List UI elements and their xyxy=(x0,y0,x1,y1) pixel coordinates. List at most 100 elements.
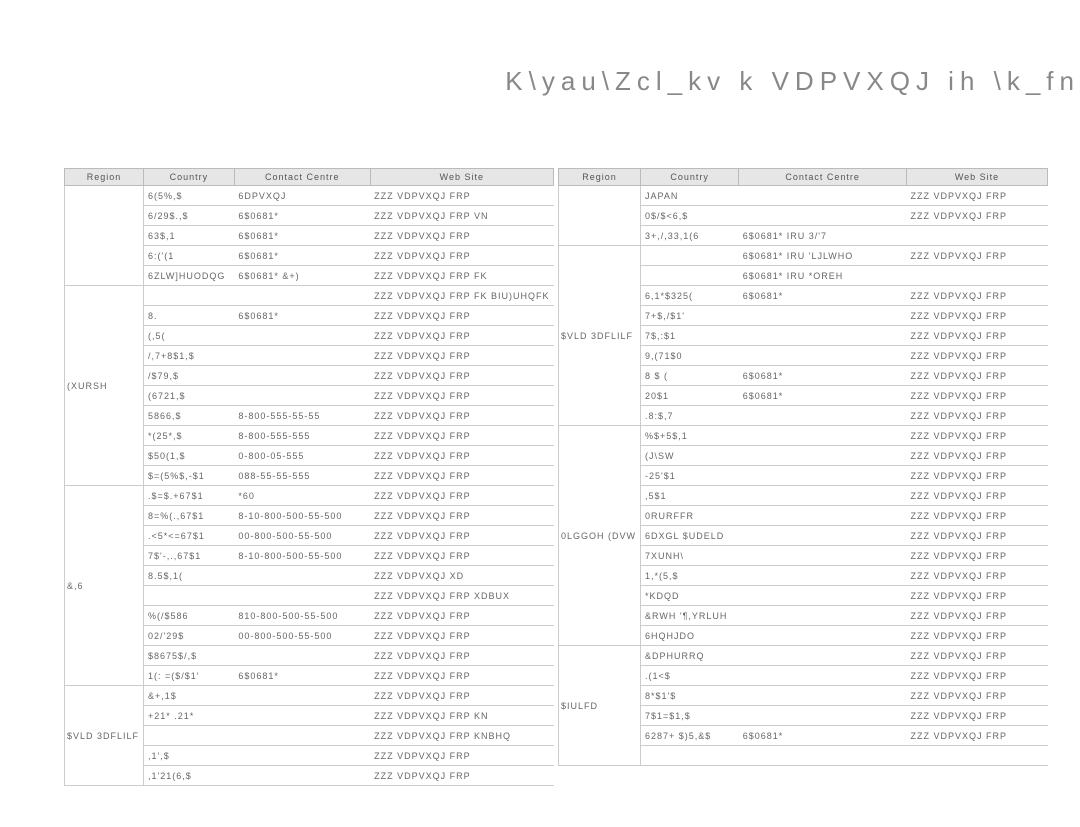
country-cell: 63$,1 xyxy=(144,226,235,246)
contact-cell: 6$0681* xyxy=(739,726,907,746)
region-cell: $VLD 3DFLILF xyxy=(65,686,144,786)
contact-cell: 6$0681* xyxy=(234,666,370,686)
contact-cell: 810-800-500-55-500 xyxy=(234,606,370,626)
web-cell: ZZZ VDPVXQJ FRP xyxy=(907,706,1048,726)
web-cell: ZZZ VDPVXQJ FRP xyxy=(907,446,1048,466)
web-cell: ZZZ VDPVXQJ FRP xyxy=(907,586,1048,606)
contact-cell xyxy=(739,526,907,546)
country-cell: ,1',$ xyxy=(144,746,235,766)
region-cell: $VLD 3DFLILF xyxy=(559,246,641,426)
th-web: Web Site xyxy=(907,169,1048,186)
contact-cell xyxy=(739,566,907,586)
country-cell: 5866,$ xyxy=(144,406,235,426)
contact-cell xyxy=(234,346,370,366)
contact-cell: 6$0681* xyxy=(234,246,370,266)
country-cell: 02/'29$ xyxy=(144,626,235,646)
country-cell: 8 $ ( xyxy=(641,366,739,386)
web-cell: ZZZ VDPVXQJ FRP xyxy=(370,226,553,246)
contact-cell: 6$0681* IRU 3/'7 xyxy=(739,226,907,246)
country-cell: 6287+ $)5,&$ xyxy=(641,726,739,746)
country-cell: (J\SW xyxy=(641,446,739,466)
web-cell: ZZZ VDPVXQJ FRP xyxy=(907,366,1048,386)
country-cell: ,1'21(6,$ xyxy=(144,766,235,786)
web-cell: ZZZ VDPVXQJ FRP xyxy=(907,726,1048,746)
country-cell: *(25*,$ xyxy=(144,426,235,446)
contact-cell xyxy=(234,326,370,346)
contact-cell: 00-800-500-55-500 xyxy=(234,526,370,546)
country-cell: &DPHURRQ xyxy=(641,646,739,666)
web-cell: ZZZ VDPVXQJ FRP xyxy=(370,426,553,446)
web-cell: ZZZ VDPVXQJ FRP xyxy=(370,686,553,706)
contact-cell xyxy=(739,706,907,726)
contact-cell: 6$0681* xyxy=(234,226,370,246)
web-cell: ZZZ VDPVXQJ FRP VN xyxy=(370,206,553,226)
th-contact: Contact Centre xyxy=(739,169,907,186)
contact-cell: *60 xyxy=(234,486,370,506)
region-cell xyxy=(559,186,641,246)
country-cell: 8.5$,1( xyxy=(144,566,235,586)
left-table-wrap: Region Country Contact Centre Web Site 6… xyxy=(64,168,554,786)
contact-cell xyxy=(739,326,907,346)
country-cell: .$=$.+67$1 xyxy=(144,486,235,506)
web-cell: ZZZ VDPVXQJ FRP xyxy=(907,526,1048,546)
country-cell: .<5*<=67$1 xyxy=(144,526,235,546)
country-cell: 6:('(1 xyxy=(144,246,235,266)
web-cell: ZZZ VDPVXQJ FRP xyxy=(370,486,553,506)
table-row: $VLD 3DFLILF6$0681* IRU 'LJLWHOZZZ VDPVX… xyxy=(559,246,1048,266)
web-cell: ZZZ VDPVXQJ FRP xyxy=(907,186,1048,206)
country-cell xyxy=(641,246,739,266)
contact-cell xyxy=(234,706,370,726)
web-cell xyxy=(907,746,1048,766)
country-cell: 1,*(5,$ xyxy=(641,566,739,586)
web-cell: ZZZ VDPVXQJ FRP xyxy=(370,526,553,546)
web-cell: ZZZ VDPVXQJ FRP xyxy=(370,666,553,686)
web-cell: ZZZ VDPVXQJ FRP xyxy=(370,466,553,486)
contact-cell: 6$0681* xyxy=(739,286,907,306)
country-cell: /,7+8$1,$ xyxy=(144,346,235,366)
contact-cell: 8-800-555-555 xyxy=(234,426,370,446)
web-cell: ZZZ VDPVXQJ FRP xyxy=(907,566,1048,586)
contact-cell xyxy=(739,666,907,686)
web-cell: ZZZ VDPVXQJ FRP KN xyxy=(370,706,553,726)
contact-cell xyxy=(739,646,907,666)
th-country: Country xyxy=(144,169,235,186)
web-cell: ZZZ VDPVXQJ FRP xyxy=(370,366,553,386)
country-cell: &RWH '¶,YRLUH xyxy=(641,606,739,626)
country-cell: (,5( xyxy=(144,326,235,346)
th-contact: Contact Centre xyxy=(234,169,370,186)
country-cell: 8=%(.,67$1 xyxy=(144,506,235,526)
country-cell: 6HQHJDO xyxy=(641,626,739,646)
contact-cell xyxy=(234,566,370,586)
th-region: Region xyxy=(65,169,144,186)
web-cell: ZZZ VDPVXQJ FRP KNBHQ xyxy=(370,726,553,746)
contact-cell: 00-800-500-55-500 xyxy=(234,626,370,646)
web-cell xyxy=(907,226,1048,246)
web-cell: ZZZ VDPVXQJ FRP xyxy=(370,186,553,206)
contact-cell: 8-800-555-55-55 xyxy=(234,406,370,426)
contact-cell xyxy=(234,726,370,746)
contact-cell: 8-10-800-500-55-500 xyxy=(234,506,370,526)
web-cell: ZZZ VDPVXQJ XD xyxy=(370,566,553,586)
country-cell: +21* .21* xyxy=(144,706,235,726)
country-cell xyxy=(144,586,235,606)
web-cell: ZZZ VDPVXQJ FRP xyxy=(907,666,1048,686)
country-cell: 7$1=$1,$ xyxy=(641,706,739,726)
web-cell: ZZZ VDPVXQJ FRP xyxy=(907,486,1048,506)
web-cell: ZZZ VDPVXQJ FRP xyxy=(370,306,553,326)
web-cell: ZZZ VDPVXQJ FRP xyxy=(907,506,1048,526)
contact-cell: 6$0681* IRU 'LJLWHO xyxy=(739,246,907,266)
country-cell: 8*$1'$ xyxy=(641,686,739,706)
web-cell: ZZZ VDPVXQJ FRP xyxy=(907,546,1048,566)
contact-cell: 6$0681* xyxy=(234,306,370,326)
table-row: 6(5%,$6DPVXQJZZZ VDPVXQJ FRP xyxy=(65,186,554,206)
country-cell xyxy=(144,726,235,746)
contact-cell xyxy=(739,426,907,446)
web-cell: ZZZ VDPVXQJ FRP xyxy=(907,626,1048,646)
country-cell: &+,1$ xyxy=(144,686,235,706)
web-cell: ZZZ VDPVXQJ FRP xyxy=(370,506,553,526)
contact-cell: 6$0681* xyxy=(739,366,907,386)
contact-cell: 088-55-55-555 xyxy=(234,466,370,486)
table-row: JAPANZZZ VDPVXQJ FRP xyxy=(559,186,1048,206)
country-cell: .(1<$ xyxy=(641,666,739,686)
contact-cell xyxy=(234,646,370,666)
